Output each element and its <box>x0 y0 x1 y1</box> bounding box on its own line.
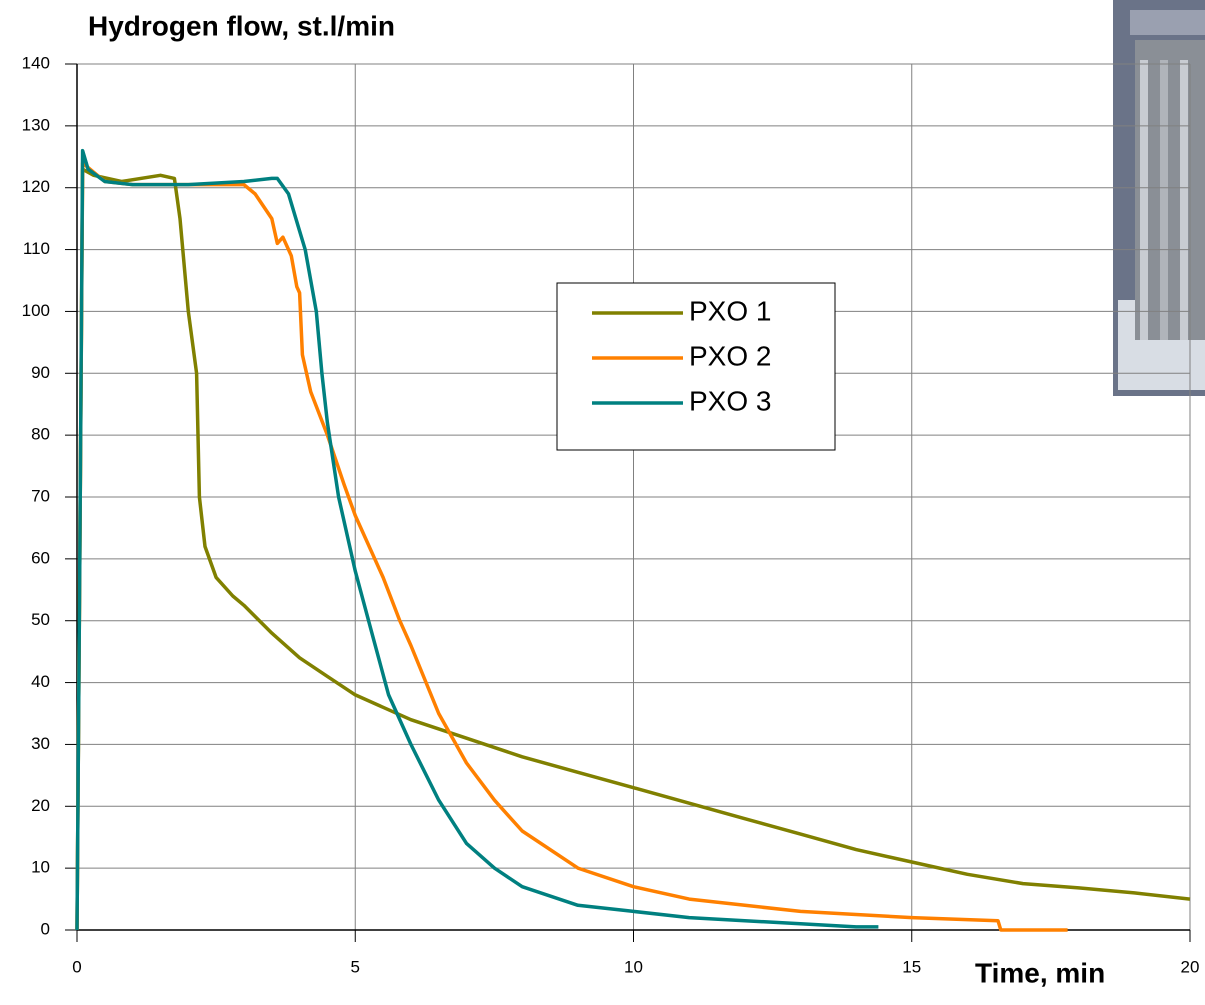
data-line <box>75 148 879 931</box>
x-tick-label: 5 <box>351 957 360 976</box>
y-tick-label: 110 <box>23 239 50 258</box>
y-tick-label: 20 <box>31 796 50 815</box>
plot: 0 10 20 30 40 50 60 70 80 90 100 110 120 130 140 0 5 10 15… <box>22 53 1200 976</box>
y-tick-label: 140 <box>22 53 50 72</box>
y-tick-label: 90 <box>31 363 50 382</box>
legend-label: PXO 1 <box>689 295 771 326</box>
y-tick-label: 100 <box>22 301 50 320</box>
y-tick-label: 120 <box>22 177 50 196</box>
y-tick-label: 70 <box>31 486 50 505</box>
legend-box <box>556 282 836 451</box>
x-tick-label: 15 <box>902 957 921 976</box>
x-tick-label: 10 <box>624 957 643 976</box>
y-tick-label: 130 <box>22 115 50 134</box>
y-tick-label: 30 <box>31 734 50 753</box>
y-tick-label: 60 <box>31 548 50 567</box>
x-tick-label: 20 <box>1181 957 1200 976</box>
y-tick-label: 0 <box>41 919 50 938</box>
data-line <box>75 161 1068 932</box>
y-tick-label: 80 <box>31 425 50 444</box>
legend: PXO 1 PXO 2 PXO 3 <box>556 282 836 451</box>
y-tick-label: 50 <box>31 610 50 629</box>
x-axis-label: Time, min <box>975 957 1105 988</box>
legend-label: PXO 2 <box>689 340 771 371</box>
photo <box>1113 0 1205 396</box>
legend-label: PXO 3 <box>689 385 771 416</box>
chart-title: Hydrogen flow, st.l/min <box>88 10 395 41</box>
data-line <box>75 167 1191 931</box>
x-tick-label: 0 <box>72 957 81 976</box>
y-tick-label: 40 <box>31 672 50 691</box>
y-tick-label: 10 <box>31 858 50 877</box>
